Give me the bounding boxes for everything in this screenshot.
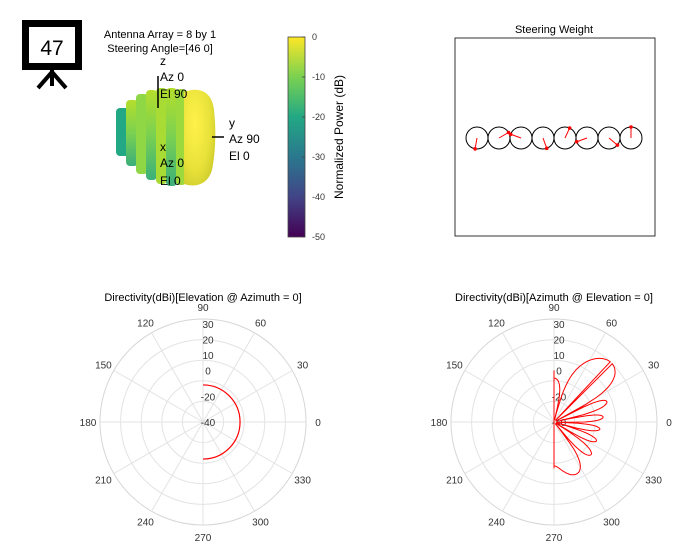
steering-weight-arrowhead xyxy=(473,147,477,151)
polar-angle-label: 180 xyxy=(431,418,448,429)
polar-angle-label: 90 xyxy=(197,303,209,314)
polar-angle-label: 330 xyxy=(645,476,662,487)
polar-radial-label: 30 xyxy=(553,320,565,331)
polar-angle-label: 180 xyxy=(80,418,97,429)
pattern-main-lobe xyxy=(184,89,216,186)
polar-angle-label: 60 xyxy=(255,318,267,329)
steering-weight-panel: Steering Weight xyxy=(454,24,656,237)
polar-radial-label: 0 xyxy=(556,367,562,378)
polar-angle-label: 0 xyxy=(666,418,672,429)
pattern-title-line2: Steering Angle=[46 0] xyxy=(107,43,213,55)
polar-spoke xyxy=(202,421,255,512)
polar-elevation-title: Directivity(dBi)[Elevation @ Azimuth = 0… xyxy=(104,292,301,304)
polar-radial-label: -20 xyxy=(201,392,216,403)
polar-azimuth-plot: 03060901201501802102402703003303020100-2… xyxy=(431,303,673,544)
polar-angle-label: 150 xyxy=(95,361,112,372)
steering-weight-arrowhead xyxy=(508,132,513,137)
steering-weight-arrow xyxy=(474,137,478,149)
polar-spoke xyxy=(202,332,255,423)
polar-angle-label: 120 xyxy=(488,318,505,329)
steering-weight-arrow xyxy=(510,133,522,139)
polar-angle-label: 150 xyxy=(446,361,463,372)
colorbar-tick-label: -10 xyxy=(312,72,325,82)
steering-weight-arrowhead xyxy=(544,146,549,151)
colorbar-tick-label: -40 xyxy=(312,192,325,202)
axis-y-az: Az 90 xyxy=(229,132,260,146)
polar-spoke xyxy=(202,421,293,474)
polar-angle-label: 30 xyxy=(297,361,309,372)
axis-x-name: x xyxy=(160,140,166,154)
axis-z-az: Az 0 xyxy=(160,70,184,84)
axis-x-az: Az 0 xyxy=(160,156,184,170)
steering-title: Steering Weight xyxy=(515,24,593,36)
polar-angle-label: 240 xyxy=(488,518,505,529)
polar-angle-label: 270 xyxy=(195,533,212,544)
polar-angle-label: 90 xyxy=(548,303,560,314)
polar-spoke xyxy=(502,332,555,423)
polar-angle-label: 240 xyxy=(137,518,154,529)
polar-radial-label: -40 xyxy=(201,418,216,429)
polar-spoke xyxy=(151,332,204,423)
steering-weight-arrow xyxy=(564,127,571,139)
polar-spoke xyxy=(151,421,204,512)
polar-spoke xyxy=(202,370,293,423)
polar-radial-label: 0 xyxy=(205,367,211,378)
polar-angle-label: 60 xyxy=(606,318,618,329)
badge-number: 47 xyxy=(40,37,63,60)
steering-weight-arrowhead xyxy=(567,126,572,130)
steering-weight-arrow xyxy=(576,137,588,143)
polar-radial-label: 20 xyxy=(553,336,565,347)
polar-radial-label: 10 xyxy=(553,351,565,362)
colorbar-tick-label: 0 xyxy=(312,32,317,42)
polar-radial-label: 20 xyxy=(202,336,214,347)
polar-spoke xyxy=(502,421,555,512)
pattern-title-line1: Antenna Array = 8 by 1 xyxy=(104,29,216,41)
polar-angle-label: 120 xyxy=(137,318,154,329)
polar-spoke xyxy=(113,421,204,474)
steering-weight-arrowhead xyxy=(574,139,579,144)
axis-y-el: El 0 xyxy=(229,149,250,163)
polar-angle-label: 330 xyxy=(294,476,311,487)
polar-spoke xyxy=(464,421,555,474)
steering-weight-arrowhead xyxy=(615,143,620,147)
steering-weight-arrow xyxy=(498,132,509,139)
polar-elevation-plot: 0 30 60 90 120 150 180 210 240 270 300 330 30 20 10 0 -2… xyxy=(80,303,322,544)
steering-weight-arrowhead xyxy=(629,125,633,129)
polar-angle-label: 210 xyxy=(95,476,112,487)
polar-spoke xyxy=(113,370,204,423)
pattern-3d-panel: Antenna Array = 8 by 1 Steering Angle=[4… xyxy=(104,29,346,242)
axis-y-name: y xyxy=(229,116,235,130)
polar-radial-label: 30 xyxy=(202,320,214,331)
axis-z-name: z xyxy=(160,54,166,68)
polar-angle-label: 0 xyxy=(315,418,321,429)
elevation-pattern-curve xyxy=(202,384,241,460)
axis-z-el: El 90 xyxy=(160,87,188,101)
colorbar-ticks: 0 -10 -20 -30 -40 -50 xyxy=(302,32,325,242)
polar-spoke xyxy=(553,421,606,512)
steering-elements xyxy=(465,125,643,151)
polar-angle-label: 300 xyxy=(252,518,269,529)
colorbar xyxy=(287,36,306,238)
polar-angle-label: 30 xyxy=(648,361,660,372)
polar-azimuth-title: Directivity(dBi)[Azimuth @ Elevation = 0… xyxy=(455,292,653,304)
steering-weight-arrow xyxy=(542,137,548,149)
azimuth-pattern-curve xyxy=(553,357,616,476)
colorbar-tick-label: -30 xyxy=(312,152,325,162)
polar-spoke xyxy=(553,332,606,423)
polar-spoke xyxy=(464,370,555,423)
pattern-side-lobes xyxy=(116,88,186,186)
steering-weight-arrow xyxy=(608,137,618,146)
polar-angle-label: 270 xyxy=(546,533,563,544)
colorbar-label: Normalized Power (dB) xyxy=(332,75,346,199)
polar-angle-label: 210 xyxy=(446,476,463,487)
axis-x-el: El 0 xyxy=(160,174,181,188)
colorbar-tick-label: -50 xyxy=(312,232,325,242)
presentation-board-icon xyxy=(22,20,82,90)
colorbar-tick-label: -20 xyxy=(312,112,325,122)
polar-radial-label: 10 xyxy=(202,351,214,362)
steering-axes xyxy=(454,37,656,237)
polar-angle-label: 300 xyxy=(603,518,620,529)
